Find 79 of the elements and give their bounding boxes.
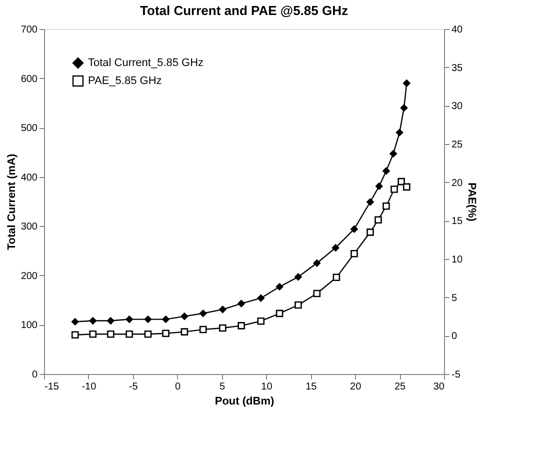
point xyxy=(313,290,321,298)
point xyxy=(107,317,114,324)
point xyxy=(89,330,97,338)
point xyxy=(257,317,265,325)
x-tick-label: 15 xyxy=(306,382,318,392)
y2-tick-label: 15 xyxy=(452,216,464,228)
point xyxy=(276,283,284,290)
legend-label: PAE_5.85 GHz xyxy=(88,75,162,87)
x-tick-label: 5 xyxy=(219,382,226,392)
point xyxy=(162,330,170,338)
point xyxy=(219,306,226,314)
point xyxy=(276,310,284,318)
y-tick-label: 0 xyxy=(32,370,38,380)
point xyxy=(107,330,114,338)
y-tick-label: 700 xyxy=(20,24,38,36)
x-tick-label: 30 xyxy=(433,382,445,392)
point xyxy=(89,317,97,324)
point xyxy=(294,273,302,281)
point xyxy=(71,331,79,339)
y2-tick-label: 25 xyxy=(452,140,464,150)
y-tick-label: 300 xyxy=(20,222,38,233)
point xyxy=(350,225,358,233)
x-tick-label: -10 xyxy=(82,382,97,392)
y2-tick-label: 40 xyxy=(452,24,464,36)
y-tick-label: 600 xyxy=(20,74,38,85)
point xyxy=(350,250,358,258)
point xyxy=(144,330,152,338)
y2-axis-title: PAE(%) xyxy=(466,182,478,222)
point xyxy=(398,178,405,186)
point xyxy=(238,322,245,330)
point xyxy=(180,328,188,336)
point xyxy=(294,301,302,309)
y2-tick-label: 35 xyxy=(452,62,464,74)
point xyxy=(375,182,383,190)
y2-tick-label: 10 xyxy=(452,254,464,266)
point xyxy=(257,294,265,302)
x-tick-label: 25 xyxy=(394,382,406,392)
point xyxy=(162,316,170,323)
y2-tick-label: -5 xyxy=(452,370,461,380)
point xyxy=(403,80,410,87)
point xyxy=(374,216,382,224)
point xyxy=(332,274,340,282)
point xyxy=(180,312,188,320)
point xyxy=(382,202,390,210)
point xyxy=(126,330,133,338)
x-tick-label: 10 xyxy=(261,382,273,392)
y2-tick-label: 30 xyxy=(452,101,464,112)
x-tick-label: -15 xyxy=(44,382,60,392)
point xyxy=(332,244,340,252)
x-tick-label: -5 xyxy=(128,382,138,392)
y2-tick-label: 20 xyxy=(452,178,464,189)
point xyxy=(396,128,404,136)
point xyxy=(400,104,408,112)
point xyxy=(366,228,374,236)
y-tick-label: 500 xyxy=(20,123,38,134)
point xyxy=(199,326,207,334)
y-tick-label: 200 xyxy=(20,270,38,282)
point xyxy=(313,259,321,267)
x-axis-title: Pout (dBm) xyxy=(214,396,274,408)
point xyxy=(71,318,79,326)
point xyxy=(238,300,245,308)
y-tick-label: 100 xyxy=(20,320,38,332)
x-tick-label: 20 xyxy=(350,382,362,392)
point xyxy=(366,198,374,206)
x-tick-label: 0 xyxy=(175,382,182,392)
point xyxy=(144,316,152,323)
y-axis-title: Total Current (mA) xyxy=(6,153,18,250)
y2-tick-label: 5 xyxy=(452,292,458,304)
point xyxy=(403,183,410,191)
point xyxy=(219,324,226,332)
point xyxy=(390,150,397,158)
point xyxy=(199,310,207,318)
legend-label: Total Current_5.85 GHz xyxy=(88,57,204,69)
point xyxy=(382,167,390,175)
y2-tick-label: 0 xyxy=(452,331,458,342)
point xyxy=(126,316,133,323)
chart-title: Total Current and PAE @5.85 GHz xyxy=(140,3,348,18)
point xyxy=(390,186,398,193)
y-tick-label: 400 xyxy=(20,172,38,184)
